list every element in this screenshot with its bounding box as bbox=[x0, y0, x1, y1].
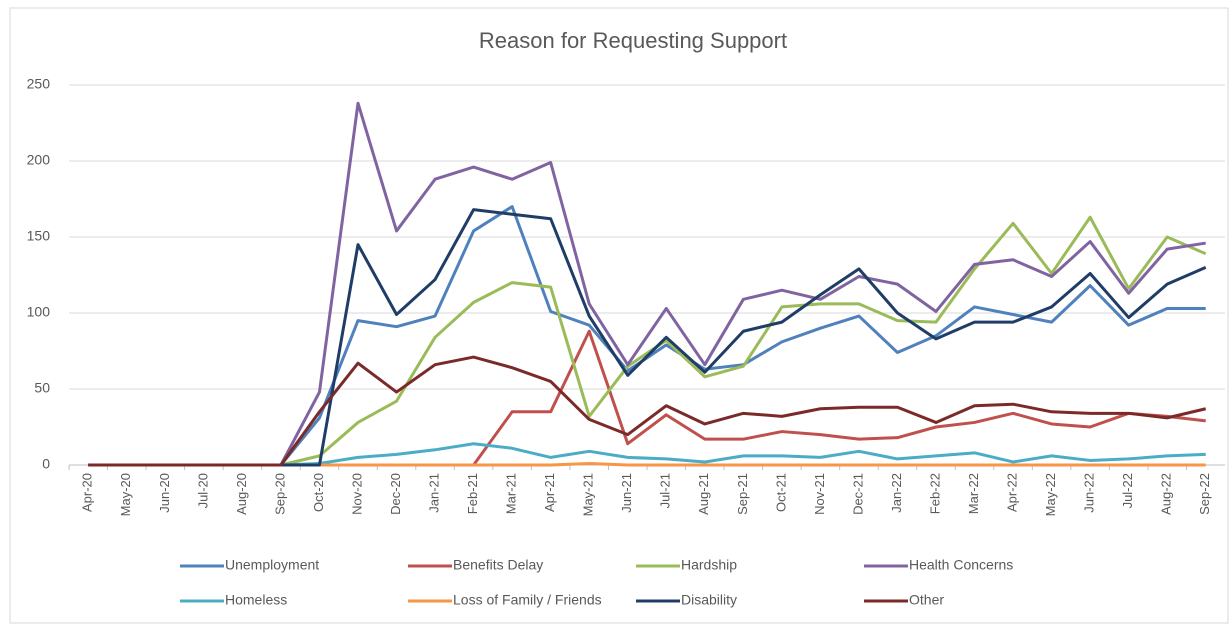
x-tick-label: Dec-21 bbox=[850, 473, 865, 515]
x-tick-label: May-21 bbox=[581, 473, 596, 516]
legend-label: Homeless bbox=[225, 592, 287, 608]
x-tick-label: Jul-22 bbox=[1120, 473, 1135, 508]
legend-label: Hardship bbox=[681, 557, 737, 573]
legend-label: Loss of Family / Friends bbox=[453, 592, 602, 608]
x-tick-label: Sep-20 bbox=[272, 473, 287, 515]
y-tick-label: 200 bbox=[27, 152, 51, 168]
x-tick-label: May-22 bbox=[1043, 473, 1058, 516]
x-tick-label: Jun-22 bbox=[1082, 473, 1097, 513]
x-tick-label: Jan-22 bbox=[889, 473, 904, 513]
x-tick-label: Dec-20 bbox=[388, 473, 403, 515]
legend-label: Unemployment bbox=[225, 557, 319, 573]
legend-label: Disability bbox=[681, 592, 737, 608]
chart-border bbox=[9, 7, 1229, 624]
y-tick-label: 50 bbox=[34, 380, 50, 396]
x-tick-label: Jun-21 bbox=[619, 473, 634, 513]
x-tick-label: May-20 bbox=[118, 473, 133, 516]
legend-label: Benefits Delay bbox=[453, 557, 543, 573]
x-tick-label: Mar-22 bbox=[966, 473, 981, 514]
x-tick-label: Nov-21 bbox=[812, 473, 827, 515]
x-tick-label: Feb-21 bbox=[465, 473, 480, 514]
y-tick-label: 100 bbox=[27, 304, 51, 320]
chart-title: Reason for Requesting Support bbox=[479, 28, 787, 53]
x-tick-label: Apr-20 bbox=[80, 473, 95, 512]
x-tick-label: Jun-20 bbox=[157, 473, 172, 513]
x-tick-label: Apr-21 bbox=[542, 473, 557, 512]
x-tick-label: Feb-22 bbox=[927, 473, 942, 514]
x-tick-label: Oct-20 bbox=[311, 473, 326, 512]
x-tick-label: Jul-21 bbox=[658, 473, 673, 508]
x-tick-label: Nov-20 bbox=[349, 473, 364, 515]
x-tick-label: Apr-22 bbox=[1005, 473, 1020, 512]
x-tick-label: Aug-20 bbox=[234, 473, 249, 515]
y-tick-label: 250 bbox=[27, 76, 51, 92]
legend-label: Other bbox=[909, 592, 944, 608]
x-tick-label: Sep-22 bbox=[1197, 473, 1212, 515]
x-tick-label: Sep-21 bbox=[735, 473, 750, 515]
y-tick-label: 150 bbox=[27, 228, 51, 244]
x-tick-label: Aug-22 bbox=[1159, 473, 1174, 515]
x-tick-label: Oct-21 bbox=[773, 473, 788, 512]
y-tick-label: 0 bbox=[42, 456, 50, 472]
legend-label: Health Concerns bbox=[909, 557, 1013, 573]
series-line bbox=[88, 355, 1207, 467]
x-tick-label: Jul-20 bbox=[195, 473, 210, 508]
x-tick-label: Aug-21 bbox=[696, 473, 711, 515]
x-tick-label: Jan-21 bbox=[427, 473, 442, 513]
x-tick-label: Mar-21 bbox=[504, 473, 519, 514]
